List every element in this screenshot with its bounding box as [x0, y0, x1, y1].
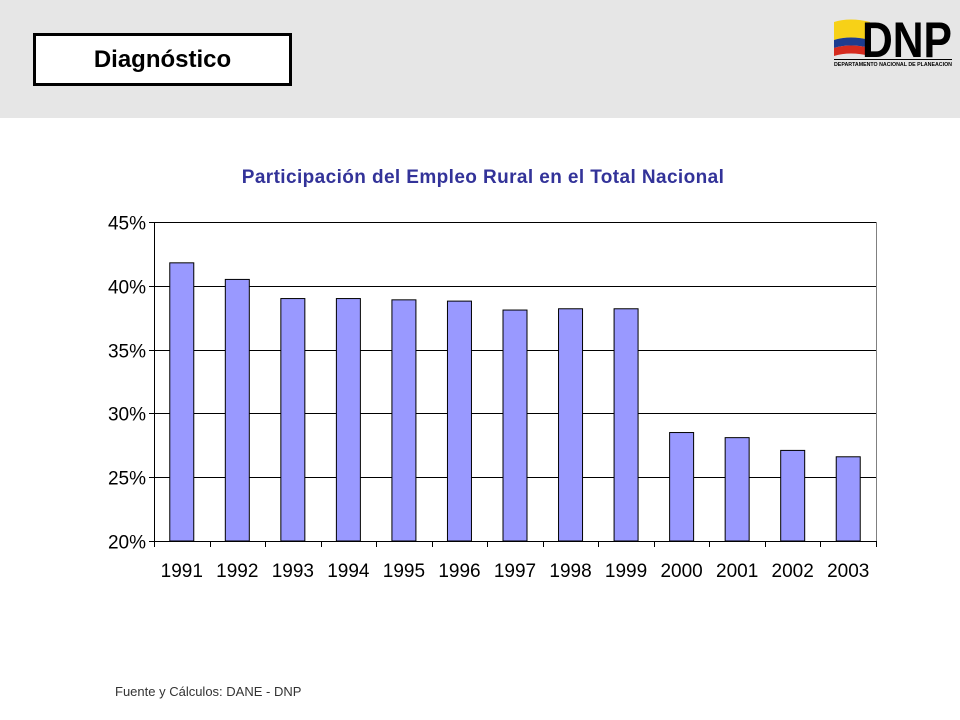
section-title-box: Diagnóstico [33, 33, 292, 86]
bar-2000 [669, 432, 695, 542]
x-tick-label: 1993 [272, 561, 314, 582]
bar-2003 [835, 456, 861, 542]
logo-rule [834, 59, 952, 60]
bar-1994 [335, 298, 361, 542]
y-tick-label: 25% [108, 469, 146, 490]
x-tick-label: 1999 [605, 561, 647, 582]
bar-2001 [724, 437, 750, 542]
bar-1991 [169, 262, 195, 542]
flag-red-stripe [834, 45, 870, 56]
x-tick-label: 2001 [716, 561, 758, 582]
y-tick-label: 45% [108, 214, 146, 235]
dnp-logo: DNP DEPARTAMENTO NACIONAL DE PLANEACION [834, 14, 952, 68]
bar-1995 [391, 299, 417, 542]
x-tick-label: 1997 [494, 561, 536, 582]
flag-yellow-stripe [834, 19, 870, 40]
bar-1999 [613, 308, 639, 542]
x-tick-label: 1991 [161, 561, 203, 582]
y-tick-label: 35% [108, 342, 146, 363]
x-tick-label: 2002 [772, 561, 814, 582]
x-tick-label: 1996 [438, 561, 480, 582]
x-tick-label: 1998 [549, 561, 591, 582]
x-tick-label: 1994 [327, 561, 370, 582]
bar-1997 [502, 309, 528, 542]
bar-1998 [558, 308, 584, 542]
chart-title: Participación del Empleo Rural en el Tot… [241, 167, 725, 188]
bar-1992 [224, 278, 250, 542]
x-tick-label: 1992 [216, 561, 258, 582]
y-tick-label: 40% [108, 278, 146, 299]
y-tick-label: 30% [108, 405, 146, 426]
bar-1993 [280, 298, 306, 542]
x-tick-label: 1995 [383, 561, 425, 582]
y-tick-label: 20% [108, 533, 146, 554]
section-title: Diagnóstico [93, 45, 232, 73]
bar-1996 [446, 300, 472, 542]
x-tick-label: 2000 [660, 561, 702, 582]
bar-2002 [780, 449, 806, 542]
x-tick-label: 2003 [827, 561, 869, 582]
logo-subtitle: DEPARTAMENTO NACIONAL DE PLANEACION [834, 62, 952, 68]
source-note: Fuente y Cálculos: DANE - DNP [115, 684, 302, 699]
flag-blue-stripe [834, 37, 870, 48]
